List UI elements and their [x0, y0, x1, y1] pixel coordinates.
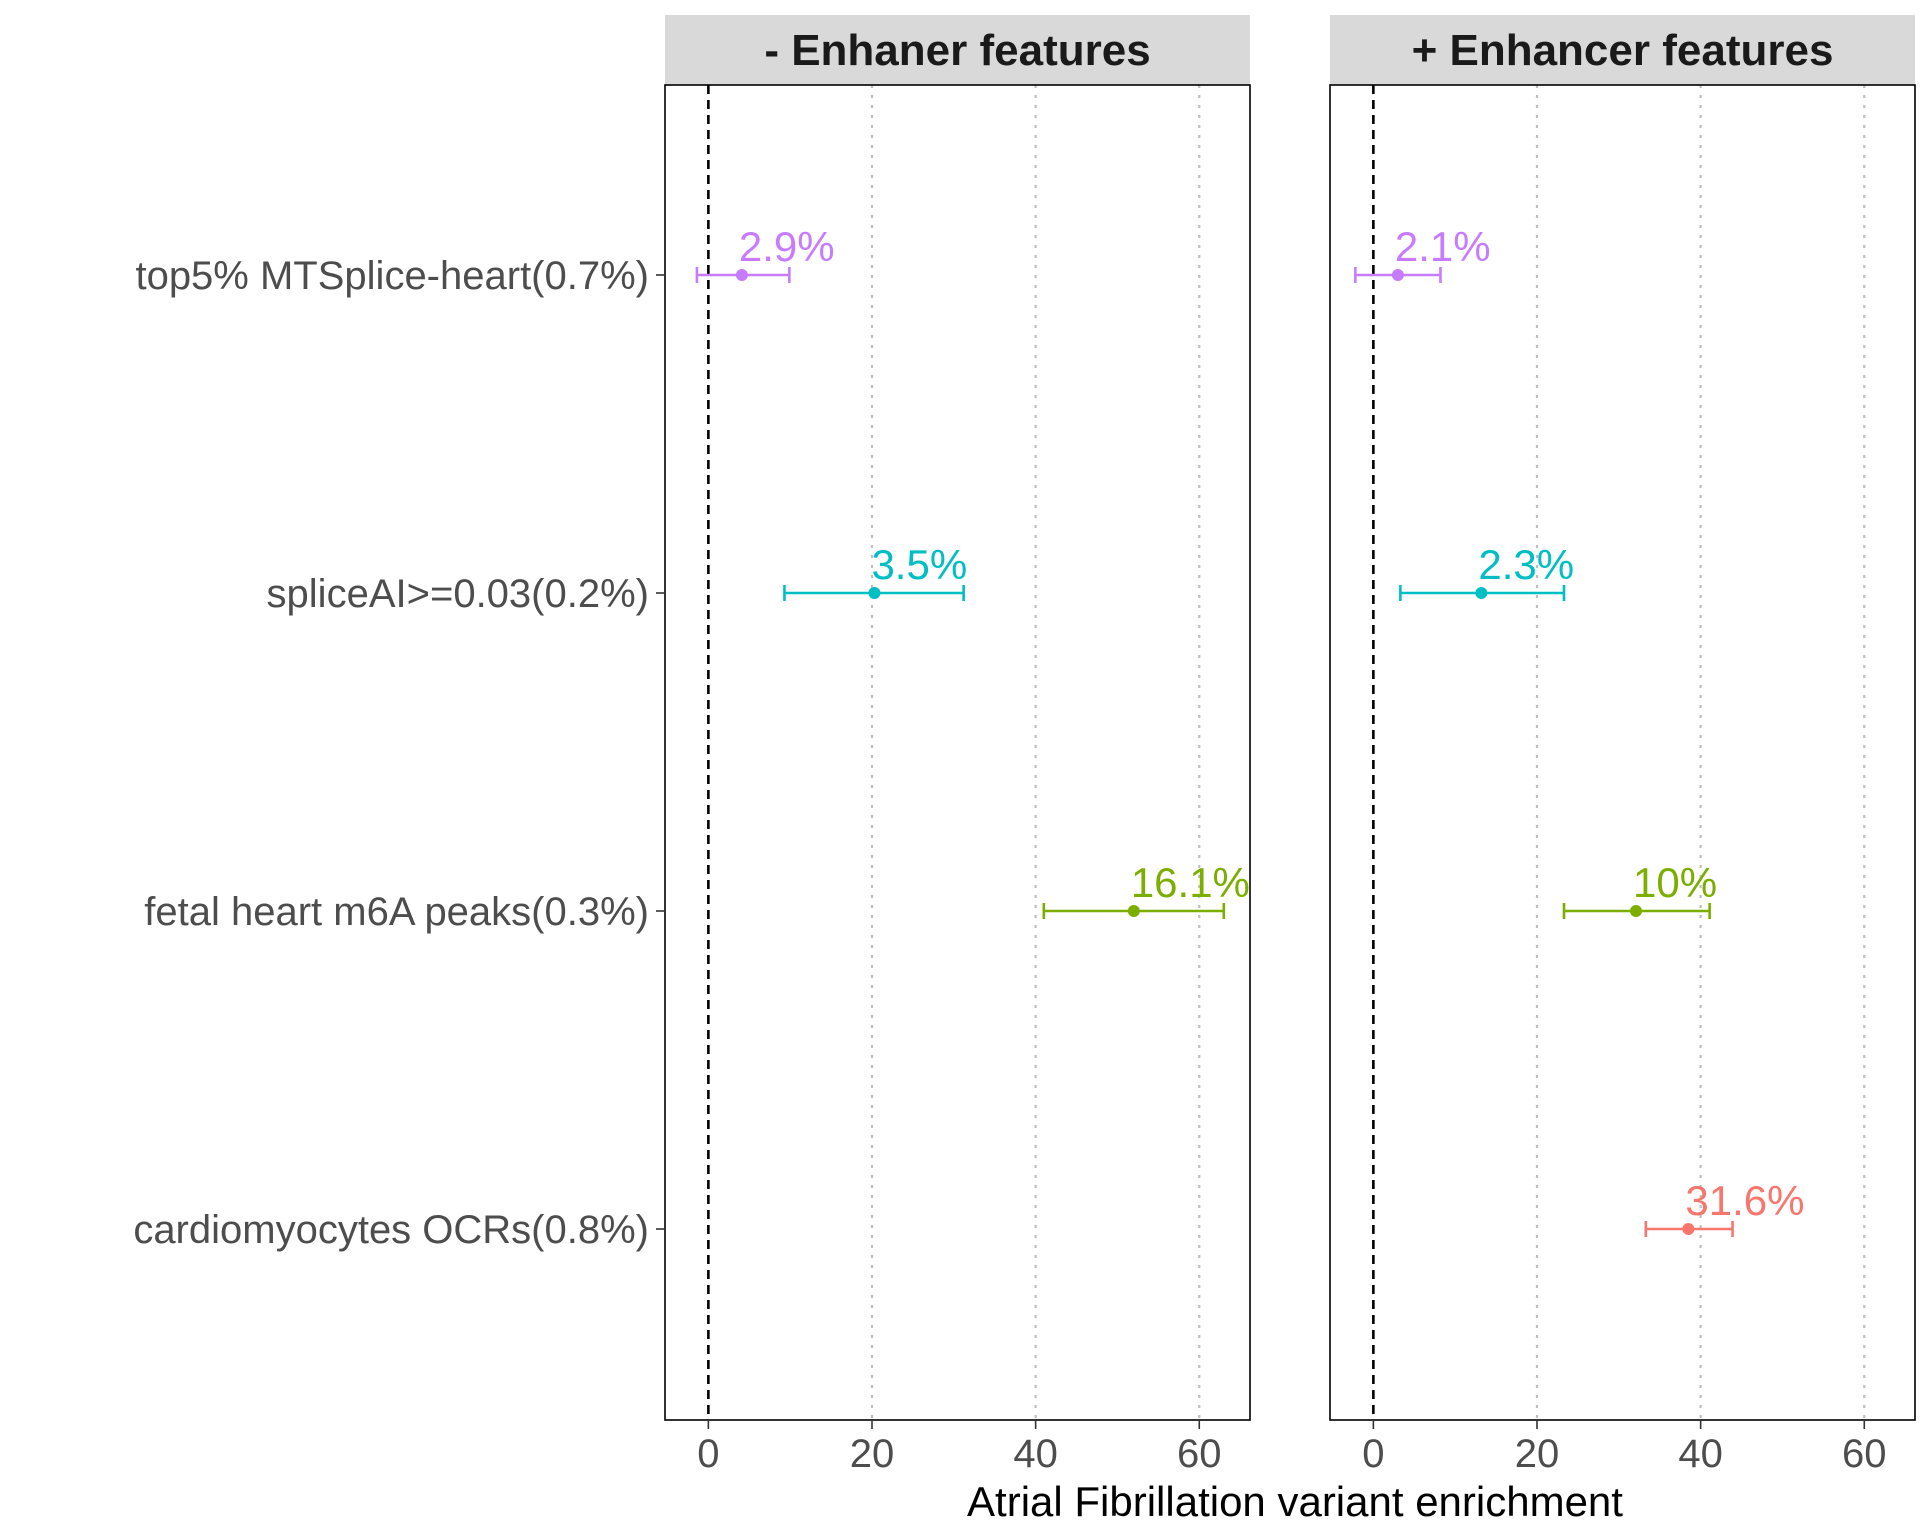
panel-2: + Enhancer features 2.1% 2.3% 10% 31.6% 0 20 40… [1329, 15, 1916, 1476]
y-tick-label: cardiomyocytes OCRs(0.8%) [133, 1208, 649, 1252]
estimate-label: 2.9% [739, 223, 835, 270]
panel-1: - Enhaner features 2.9% 3.5% 16.1% 0 20 40 60 [664, 15, 1251, 1476]
estimate-label: 10% [1633, 859, 1717, 906]
estimate-point [868, 587, 881, 599]
panel-title: - Enhaner features [764, 26, 1150, 75]
x-tick-label: 40 [1678, 1432, 1723, 1476]
x-tick-label: 0 [1362, 1432, 1384, 1476]
estimate-label: 2.1% [1395, 223, 1491, 270]
estimate-point [1391, 269, 1404, 281]
panel-strip [665, 15, 1250, 85]
panel-border [1329, 84, 1916, 1421]
estimate-label: 2.3% [1478, 541, 1574, 588]
estimate-1: 2.9% [695, 223, 835, 283]
estimate-point [1682, 1223, 1695, 1235]
y-tick-label: fetal heart m6A peaks(0.3%) [144, 890, 649, 934]
y-tick-label: top5% MTSplice-heart(0.7%) [135, 254, 649, 298]
x-axis-title: Atrial Fibrillation variant enrichment [967, 1478, 1623, 1525]
estimate-point [1127, 905, 1140, 917]
estimate-2: 3.5% [783, 541, 967, 601]
y-tick-label: spliceAI>=0.03(0.2%) [267, 572, 649, 616]
y-axis: top5% MTSplice-heart(0.7%) spliceAI>=0.03… [133, 254, 665, 1252]
x-tick-label: 60 [1842, 1432, 1887, 1476]
estimate-point [1630, 905, 1642, 917]
x-tick-label: 20 [1515, 1432, 1560, 1476]
estimate-1: 2.1% [1354, 223, 1491, 283]
estimate-label: 31.6% [1685, 1177, 1804, 1224]
x-tick-label: 60 [1177, 1432, 1222, 1476]
estimate-label: 16.1% [1131, 859, 1250, 906]
panel-border [664, 84, 1251, 1421]
panel-title: + Enhancer features [1412, 26, 1834, 75]
estimate-point [1475, 587, 1488, 599]
estimate-4: 31.6% [1644, 1177, 1804, 1237]
x-tick-label: 40 [1013, 1432, 1058, 1476]
estimate-3: 16.1% [1042, 859, 1250, 919]
x-tick-label: 0 [697, 1432, 719, 1476]
estimate-label: 3.5% [871, 541, 967, 588]
x-tick-label: 20 [850, 1432, 895, 1476]
panel-strip [1330, 15, 1915, 85]
estimate-3: 10% [1562, 859, 1717, 919]
estimate-2: 2.3% [1399, 541, 1574, 601]
estimate-point [735, 269, 748, 281]
